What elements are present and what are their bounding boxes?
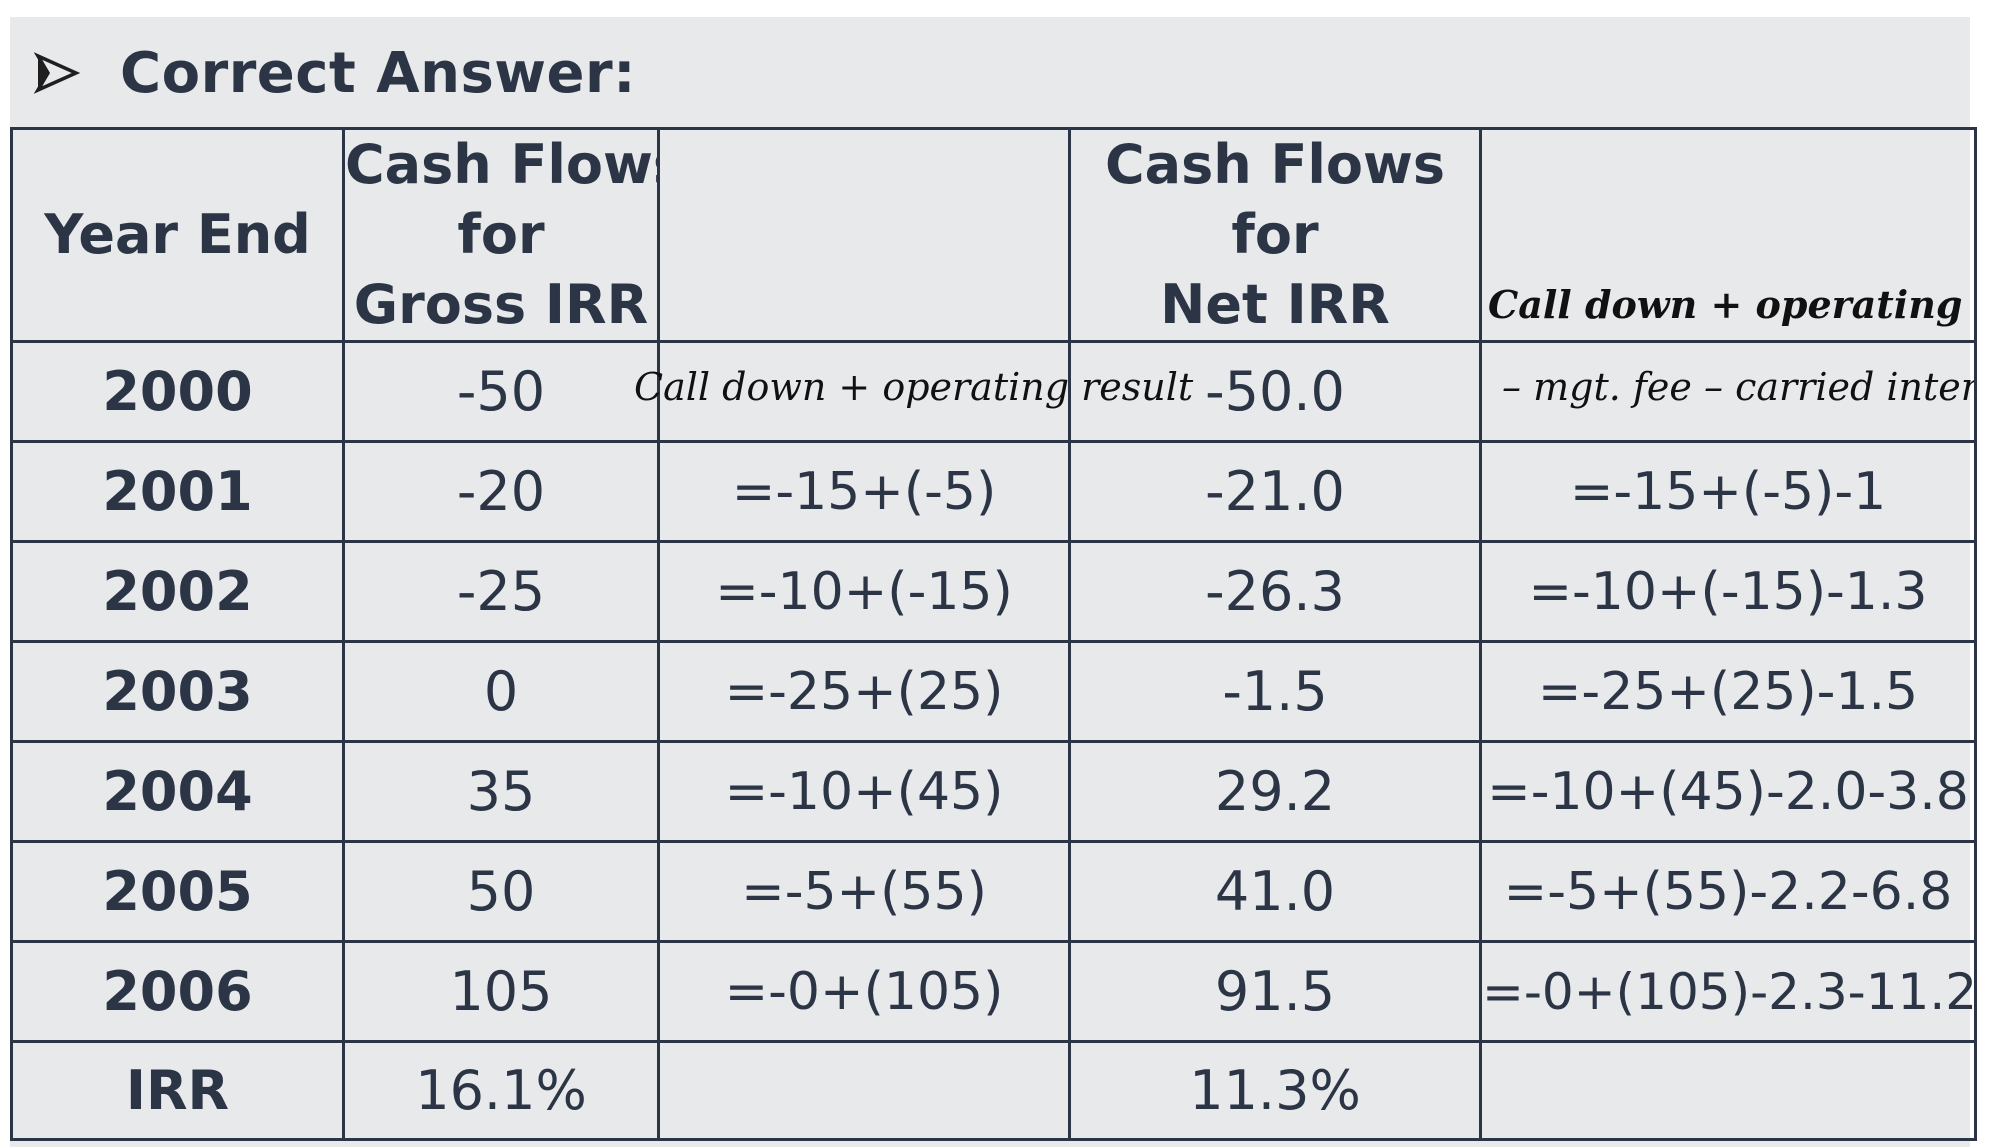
gross-formula-cell: =-15+(-5)	[657, 440, 1071, 543]
header-net-line-1: Cash Flows	[1105, 133, 1445, 196]
header-gross-cash-flows: Cash Flows for Gross IRR	[342, 127, 660, 343]
gross-cash-flow-cell: -20	[342, 440, 660, 543]
arrow-right-icon	[34, 52, 80, 94]
table-row: 2002 -25 =-10+(-15) -26.3 =-10+(-15)-1.3	[10, 540, 1977, 643]
header-year-end: Year End	[10, 127, 345, 343]
net-formula-cell: =-5+(55)-2.2-6.8	[1479, 840, 1977, 943]
gross-cash-flow-cell: -25	[342, 540, 660, 643]
net-formula-cell: =-10+(45)-2.0-3.8	[1479, 740, 1977, 843]
table-row: 2006 105 =-0+(105) 91.5 =-0+(105)-2.3-11…	[10, 940, 1977, 1043]
year-cell: 2000	[10, 340, 345, 443]
gross-formula-cell: Call down + operating result	[634, 340, 1193, 443]
table-row: 2004 35 =-10+(45) 29.2 =-10+(45)-2.0-3.8	[10, 740, 1977, 843]
empty-cell	[657, 1040, 1071, 1141]
net-cash-flow-cell: -1.5	[1068, 640, 1482, 743]
gross-irr-cell: 16.1%	[342, 1040, 660, 1141]
section-heading: Correct Answer:	[34, 38, 636, 108]
gross-cash-flow-cell: 0	[342, 640, 660, 743]
gross-cash-flow-cell: -50	[342, 340, 660, 443]
empty-cell	[1479, 1040, 1977, 1141]
table-row: 2001 -20 =-15+(-5) -21.0 =-15+(-5)-1	[10, 440, 1977, 543]
net-formula-cell: =-10+(-15)-1.3	[1479, 540, 1977, 643]
gross-formula-cell: =-10+(-15)	[657, 540, 1071, 643]
gross-cash-flow-cell: 50	[342, 840, 660, 943]
net-formula-cell: – mgt. fee – carried interest	[1479, 340, 1977, 443]
header-net-line-2: for	[1231, 203, 1319, 266]
irr-row: IRR 16.1% 11.3%	[10, 1040, 1977, 1141]
header-gross-line-3: Gross IRR	[353, 273, 649, 336]
table-row: 2003 0 =-25+(25) -1.5 =-25+(25)-1.5	[10, 640, 1977, 743]
handwritten-net-note-line-2: – mgt. fee – carried interest	[1502, 365, 1973, 409]
year-cell: 2001	[10, 440, 345, 543]
year-cell: 2004	[10, 740, 345, 843]
header-net-cash-flows: Cash Flows for Net IRR	[1068, 127, 1482, 343]
irr-label-cell: IRR	[10, 1040, 345, 1141]
net-cash-flow-cell: 91.5	[1068, 940, 1482, 1043]
heading-title: Correct Answer:	[120, 40, 637, 106]
header-gross-line-1: Cash Flows	[345, 133, 659, 196]
gross-formula-cell: =-0+(105)	[657, 940, 1071, 1043]
header-row: Year End Cash Flows for Gross IRR Cash F…	[10, 127, 1977, 343]
net-formula-cell: =-25+(25)-1.5	[1479, 640, 1977, 743]
gross-formula-cell: =-25+(25)	[657, 640, 1071, 743]
net-cash-flow-cell: 29.2	[1068, 740, 1482, 843]
year-cell: 2003	[10, 640, 345, 743]
gross-cash-flow-cell: 105	[342, 940, 660, 1043]
net-cash-flow-cell: 41.0	[1068, 840, 1482, 943]
table-row: 2000 -50 Call down + operating result -5…	[10, 340, 1977, 443]
table-row: 2005 50 =-5+(55) 41.0 =-5+(55)-2.2-6.8	[10, 840, 1977, 943]
gross-formula-cell: =-5+(55)	[657, 840, 1071, 943]
net-irr-cell: 11.3%	[1068, 1040, 1482, 1141]
cash-flow-table: Year End Cash Flows for Gross IRR Cash F…	[10, 127, 1977, 1141]
header-gross-formula	[657, 127, 1071, 343]
net-cash-flow-cell: -26.3	[1068, 540, 1482, 643]
header-net-formula: Call down + operating result	[1479, 127, 1977, 343]
net-cash-flow-cell: -50.0	[1068, 340, 1482, 443]
year-cell: 2006	[10, 940, 345, 1043]
gross-cash-flow-cell: 35	[342, 740, 660, 843]
header-net-line-3: Net IRR	[1160, 273, 1390, 336]
header-gross-line-2: for	[457, 203, 545, 266]
year-cell: 2005	[10, 840, 345, 943]
net-cash-flow-cell: -21.0	[1068, 440, 1482, 543]
handwritten-net-note-line-1: Call down + operating result	[1488, 282, 1973, 327]
year-cell: 2002	[10, 540, 345, 643]
net-formula-cell: =-0+(105)-2.3-11.2	[1479, 940, 1977, 1043]
net-formula-cell: =-15+(-5)-1	[1479, 440, 1977, 543]
handwritten-gross-note: Call down + operating result	[634, 365, 1194, 409]
gross-formula-cell: =-10+(45)	[657, 740, 1071, 843]
